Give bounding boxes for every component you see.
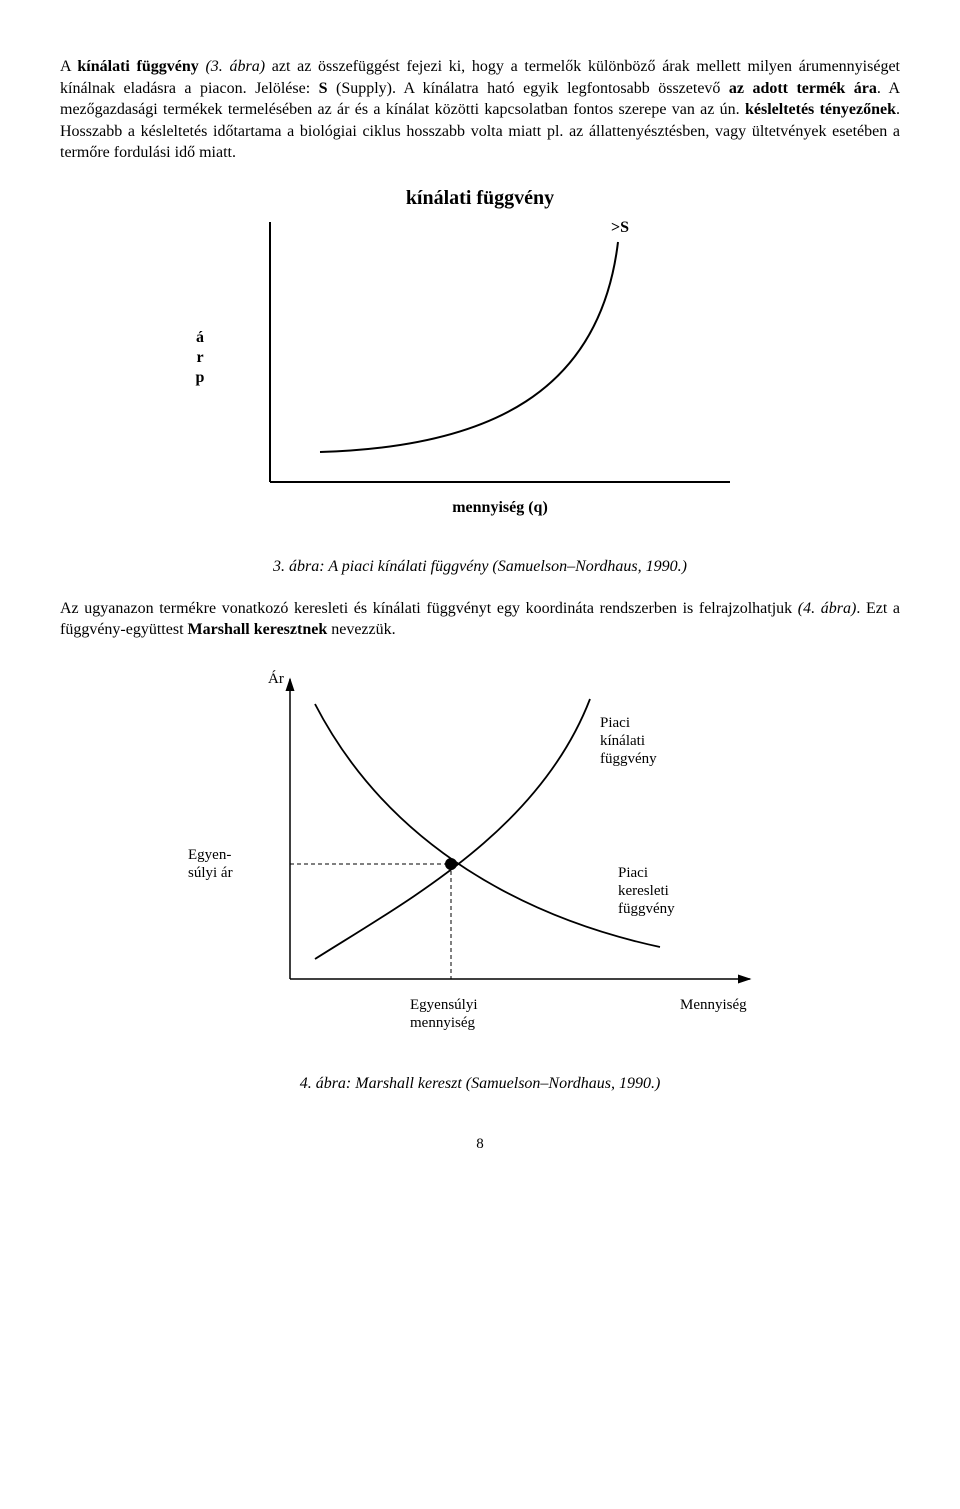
- svg-text:függvény: függvény: [618, 901, 675, 917]
- p1-t2: kínálati függvény: [77, 58, 205, 75]
- page-number: 8: [60, 1134, 900, 1154]
- svg-text:Egyensúlyi: Egyensúlyi: [410, 997, 478, 1013]
- svg-text:keresleti: keresleti: [618, 883, 669, 899]
- marshall-cross-svg: Ár Piaci kínálati függvény Piaci keresleti füg…: [160, 659, 800, 1059]
- svg-text:mennyiség (q): mennyiség (q): [452, 499, 548, 516]
- p1-t6: (Supply). A kínálatra ható egyik legfont…: [336, 80, 729, 97]
- svg-text:>S: >S: [611, 219, 629, 236]
- p1-t5: S: [319, 80, 336, 97]
- svg-text:kínálati függvény: kínálati függvény: [406, 187, 554, 209]
- svg-text:kínálati: kínálati: [600, 733, 645, 749]
- svg-text:Piaci: Piaci: [618, 865, 648, 881]
- p2-t1: Az ugyanazon termékre vonatkozó kereslet…: [60, 600, 798, 617]
- svg-text:Mennyiség: Mennyiség: [680, 997, 747, 1013]
- svg-text:á: á: [196, 329, 204, 346]
- svg-text:súlyi ár: súlyi ár: [188, 865, 233, 881]
- p1-t1: A: [60, 58, 77, 75]
- p2-t5: nevezzük.: [331, 621, 395, 638]
- svg-text:Ár: Ár: [268, 670, 284, 687]
- p2-t4: Marshall keresztnek: [188, 621, 332, 638]
- svg-text:Piaci: Piaci: [600, 715, 630, 731]
- svg-text:p: p: [196, 369, 205, 386]
- supply-chart: kínálati függvény >S árp mennyiség (q): [60, 182, 900, 542]
- marshall-cross-chart: Ár Piaci kínálati függvény Piaci keresleti füg…: [60, 659, 900, 1059]
- supply-chart-svg: kínálati függvény >S árp mennyiség (q): [170, 182, 790, 542]
- paragraph-2: Az ugyanazon termékre vonatkozó kereslet…: [60, 598, 900, 641]
- caption-2: 4. ábra: Marshall kereszt (Samuelson–Nor…: [60, 1073, 900, 1095]
- svg-text:mennyiség: mennyiség: [410, 1015, 475, 1031]
- p1-t7: az adott termék ára: [729, 80, 877, 97]
- svg-text:Egyen-: Egyen-: [188, 847, 231, 863]
- p1-t9: késleltetés tényezőnek: [745, 101, 896, 118]
- paragraph-1: A kínálati függvény (3. ábra) azt az öss…: [60, 56, 900, 164]
- caption-1: 3. ábra: A piaci kínálati függvény (Samu…: [60, 556, 900, 578]
- p2-t2: (4. ábra): [798, 600, 857, 617]
- svg-text:függvény: függvény: [600, 751, 657, 767]
- p1-t3: (3. ábra): [205, 58, 271, 75]
- svg-text:r: r: [196, 349, 203, 366]
